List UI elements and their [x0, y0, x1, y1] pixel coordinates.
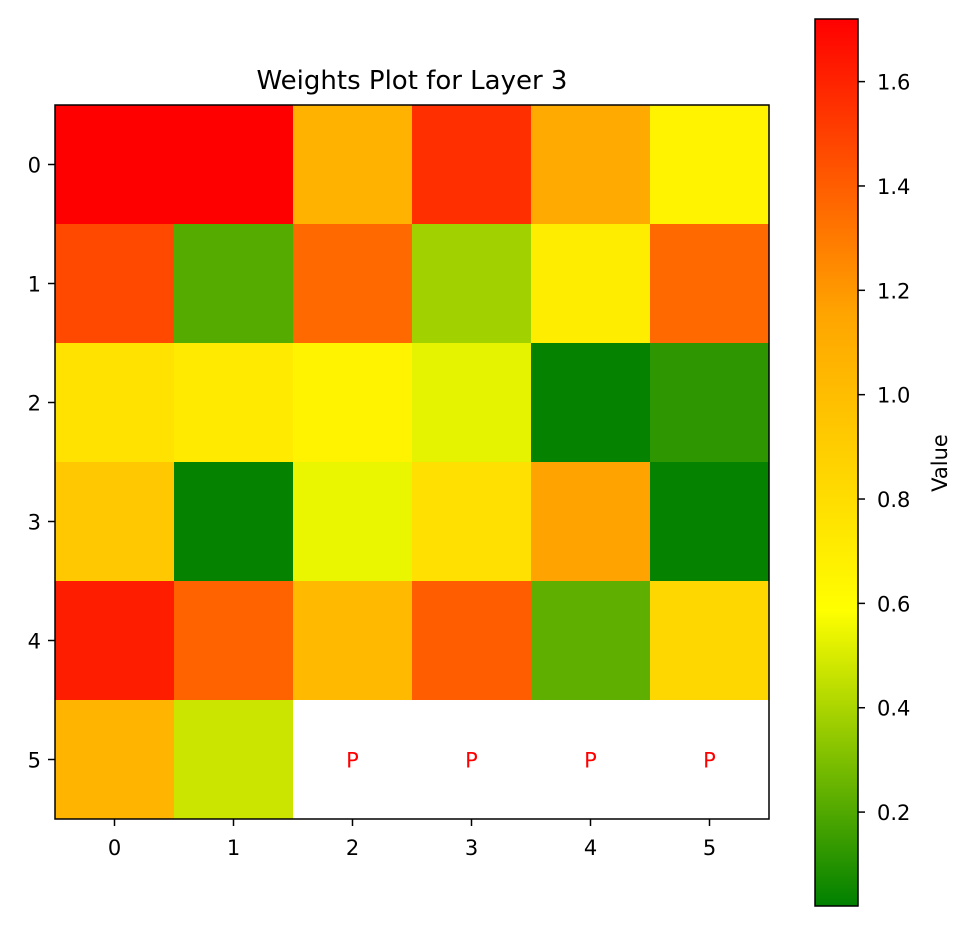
heatmap-cell [412, 343, 531, 462]
heatmap-cell [293, 224, 412, 343]
heatmap-cell [174, 700, 293, 819]
plot-frame [54, 104, 770, 820]
colorbar-tick-label: 1.2 [877, 279, 910, 303]
heatmap-cell [650, 105, 769, 224]
heatmap-cell [531, 581, 650, 700]
colorbar-tick-label: 0.4 [877, 697, 910, 721]
heatmap-cell [650, 343, 769, 462]
heatmap-cells [55, 105, 769, 819]
heatmap-cell [174, 105, 293, 224]
x-axis: 0 1 2 3 4 5 [108, 819, 716, 860]
x-tick-label: 1 [227, 836, 240, 860]
x-tick-label: 2 [346, 836, 359, 860]
heatmap-cell [174, 462, 293, 581]
colorbar-label: Value [928, 434, 952, 492]
heatmap-cell [55, 105, 174, 224]
x-tick-label: 5 [703, 836, 716, 860]
heatmap-cell [293, 462, 412, 581]
heatmap-cell [531, 105, 650, 224]
pad-marker: P [465, 749, 478, 773]
colorbar-tick-label: 0.8 [877, 488, 910, 512]
pad-marker: P [703, 749, 716, 773]
x-tick-label: 0 [108, 836, 121, 860]
chart-title: Weights Plot for Layer 3 [257, 66, 568, 96]
y-tick-label: 2 [28, 392, 41, 416]
colorbar-tick-label: 0.2 [877, 801, 910, 825]
colorbar-tick-label: 1.4 [877, 175, 910, 199]
heatmap-cell [55, 700, 174, 819]
colorbar-tick-label: 0.6 [877, 592, 910, 616]
heatmap-cell [293, 343, 412, 462]
colorbar [814, 18, 859, 907]
colorbar-tick-label: 1.6 [877, 71, 910, 95]
colorbar-tick-label: 1.0 [877, 384, 910, 408]
y-tick-label: 1 [28, 273, 41, 297]
heatmap-cell [55, 224, 174, 343]
heatmap-cell [55, 581, 174, 700]
heatmap-cell [412, 224, 531, 343]
heatmap-cell [412, 581, 531, 700]
heatmap-cell [174, 224, 293, 343]
heatmap-cell [531, 462, 650, 581]
y-tick-label: 5 [28, 749, 41, 773]
heatmap-cell [293, 581, 412, 700]
heatmap-cell [55, 343, 174, 462]
heatmap-cell [412, 105, 531, 224]
heatmap-cell [650, 581, 769, 700]
heatmap-cell [531, 343, 650, 462]
y-tick-label: 4 [28, 630, 41, 654]
y-axis: 0 1 2 3 4 5 [28, 154, 55, 773]
heatmap-cell [293, 105, 412, 224]
colorbar-ticks: 0.2 0.4 0.6 0.8 1.0 1.2 1.4 1.6 [858, 71, 910, 825]
x-tick-label: 4 [584, 836, 597, 860]
heatmap-cell [174, 581, 293, 700]
x-tick-label: 3 [465, 836, 478, 860]
heatmap-cell [55, 462, 174, 581]
heatmap-cell [412, 462, 531, 581]
pad-marker: P [346, 749, 359, 773]
heatmap-cell [650, 224, 769, 343]
heatmap-cell [650, 462, 769, 581]
y-tick-label: 3 [28, 511, 41, 535]
pad-marker: P [584, 749, 597, 773]
heatmap-cell [531, 224, 650, 343]
heatmap-cell [174, 343, 293, 462]
y-tick-label: 0 [28, 154, 41, 178]
